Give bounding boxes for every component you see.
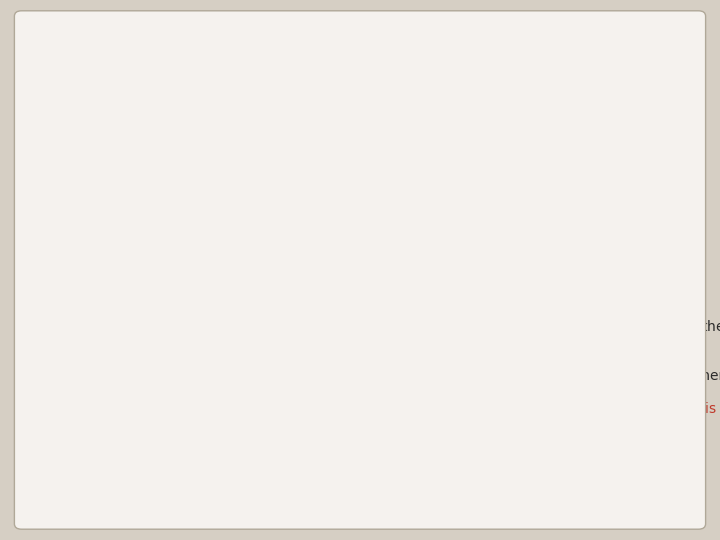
Text: +: +	[289, 148, 302, 163]
Text: −: −	[279, 154, 292, 169]
Circle shape	[525, 100, 554, 122]
Text: +: +	[271, 118, 283, 133]
Text: $W_{\mathrm{on\,system}} = \Delta U_e$: $W_{\mathrm{on\,system}} = \Delta U_e$	[129, 268, 257, 292]
Circle shape	[248, 134, 277, 156]
Circle shape	[262, 114, 292, 136]
Text: V = 0 V: V = 0 V	[567, 209, 611, 222]
Text: −: −	[474, 97, 487, 112]
Text: Fixed charges: Fixed charges	[235, 90, 321, 103]
Text: Note, however, that the ratio of $U_e$ to the charge remains the same, $\mathit{: Note, however, that the ratio of $U_e$ t…	[129, 318, 720, 335]
Text: V = 300 V: V = 300 V	[567, 147, 626, 160]
Text: -coming charge.: -coming charge.	[129, 333, 242, 347]
Text: −: −	[237, 99, 250, 114]
Text: $U_{ele}$ = 3 μJ: $U_{ele}$ = 3 μJ	[307, 148, 365, 163]
Text: +: +	[289, 202, 302, 217]
Circle shape	[282, 118, 311, 140]
Circle shape	[466, 93, 495, 115]
Circle shape	[287, 150, 303, 161]
Text: B •: B •	[553, 147, 572, 160]
Text: This value of 300 J/C is associated with point B whether or not a charge is plac: This value of 300 J/C is associated with…	[129, 369, 720, 383]
Text: Doubling the in-coming charge doubles the work, which doubles $\Delta U_e$.: Doubling the in-coming charge doubles th…	[129, 291, 611, 308]
Text: $U_{ele}$ = 0 J: $U_{ele}$ = 0 J	[307, 202, 358, 217]
Text: (b): (b)	[397, 90, 415, 103]
Text: +: +	[256, 137, 269, 152]
Circle shape	[463, 114, 492, 136]
Text: +: +	[290, 122, 303, 137]
Text: (a): (a)	[129, 90, 147, 103]
Text: A •: A •	[553, 209, 572, 222]
Text: A: A	[277, 203, 285, 216]
Text: The electric potential is
created by the source
charges. It exists at
every poin: The electric potential is created by the…	[400, 173, 523, 225]
Text: +: +	[500, 119, 512, 134]
Text: 10 nC charge: 10 nC charge	[210, 163, 284, 172]
Circle shape	[491, 116, 521, 137]
Circle shape	[500, 85, 528, 107]
Circle shape	[229, 96, 258, 117]
Text: called the $\mathbf{electric\ potential}$, and is given the symbol $\mathit{V}$.: called the $\mathbf{electric\ potential}…	[129, 422, 529, 441]
Text: +: +	[472, 118, 484, 133]
Text: +: +	[508, 89, 521, 104]
Circle shape	[271, 151, 300, 172]
Text: The charge gains 3 μJ of
potential energy because
3 μJ of work must be done
to m: The charge gains 3 μJ of potential energ…	[125, 174, 261, 226]
Text: This value tells us the $\mathit{potential}$ for creating $\mathbf{potential\ en: This value tells us the $\mathit{potenti…	[129, 400, 720, 417]
Text: $U_e/q$ = 3\u03bcJ/10nC = 6 \u03bcJ/20nC = 300 J/C: $U_e/q$ = 3\u03bcJ/10nC = 6 \u03bcJ/20nC…	[129, 348, 477, 366]
Text: B: B	[277, 149, 285, 162]
Text: −: −	[533, 104, 546, 119]
Circle shape	[287, 204, 303, 215]
